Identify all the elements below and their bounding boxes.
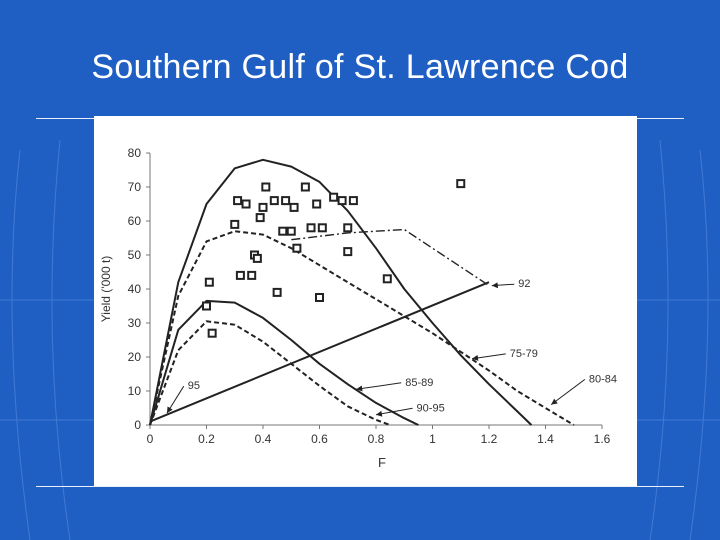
- x-tick-label: 0.4: [255, 432, 272, 446]
- data-point: [312, 199, 322, 209]
- data-point: [202, 301, 211, 311]
- y-tick-label: 30: [128, 316, 142, 330]
- slide-title: Southern Gulf of St. Lawrence Cod: [91, 48, 629, 86]
- footer-divider: [36, 486, 684, 487]
- data-point: [258, 202, 268, 212]
- y-axis-label: Yield ('000 t): [99, 256, 113, 323]
- annotation-label: 90-95: [417, 402, 445, 414]
- y-tick-label: 80: [128, 146, 142, 160]
- data-point: [278, 226, 288, 236]
- data-point: [252, 253, 262, 263]
- x-tick-label: 0.2: [198, 432, 215, 446]
- data-point: [233, 196, 243, 206]
- y-tick-label: 60: [128, 214, 142, 228]
- y-tick-label: 20: [128, 350, 142, 364]
- data-point: [329, 192, 339, 202]
- data-point: [289, 202, 299, 212]
- data-point: [269, 196, 279, 206]
- data-point: [204, 277, 214, 287]
- data-point: [230, 219, 240, 229]
- data-point: [337, 196, 347, 206]
- annotation-arrow: [375, 407, 413, 417]
- y-tick-label: 70: [128, 180, 142, 194]
- annotation-label: 80-84: [589, 373, 617, 385]
- data-point: [292, 243, 302, 253]
- data-point: [261, 182, 271, 192]
- chart-panel: 95 85-89 90-95 75-79 80-84 92 0 0.2 0.4 0.6 0.8 1 1…: [94, 116, 637, 486]
- x-tick-label: 1.4: [537, 432, 554, 446]
- annotation-arrow: [471, 353, 506, 361]
- data-point: [255, 213, 265, 223]
- data-point: [207, 328, 217, 338]
- annotation-arrow: [491, 282, 515, 289]
- data-point: [382, 274, 392, 284]
- data-point: [343, 247, 353, 257]
- y-tick-label: 0: [134, 418, 141, 432]
- x-axis-label: F: [378, 455, 386, 470]
- annotation-label: 92: [518, 278, 530, 290]
- y-tick-label: 10: [128, 384, 142, 398]
- data-point: [306, 223, 316, 233]
- annotation-label: 85-89: [405, 377, 433, 389]
- series-line-75-79: [149, 158, 533, 426]
- data-point: [343, 223, 353, 233]
- data-point: [241, 199, 251, 209]
- series-line-90-95: [149, 320, 391, 426]
- data-point: [315, 293, 324, 302]
- x-tick-label: 1.2: [481, 432, 498, 446]
- x-tick-label: 1.6: [594, 432, 611, 446]
- data-point: [456, 179, 466, 189]
- data-point: [235, 270, 245, 280]
- y-tick-label: 40: [128, 282, 142, 296]
- yield-chart: 95 85-89 90-95 75-79 80-84 92 0 0.2 0.4 0.6 0.8 1 1…: [99, 146, 617, 470]
- data-point: [281, 196, 291, 206]
- data-point: [300, 182, 310, 192]
- y-tick-label: 50: [128, 248, 142, 262]
- data-point: [348, 196, 358, 206]
- annotation-label: 75-79: [510, 348, 538, 360]
- annotation-label: 95: [188, 380, 200, 392]
- annotation-arrow: [550, 378, 586, 406]
- data-point: [272, 287, 282, 297]
- x-tick-label: 0: [147, 432, 154, 446]
- x-tick-label: 0.8: [368, 432, 385, 446]
- series-line-92: [291, 228, 490, 287]
- series-line-80-84: [149, 230, 575, 426]
- annotation-arrow: [166, 385, 185, 414]
- x-tick-label: 1: [429, 432, 436, 446]
- annotation-arrow: [356, 382, 402, 392]
- series-line-85-89: [149, 299, 419, 426]
- x-tick-label: 0.6: [311, 432, 328, 446]
- data-point: [247, 270, 257, 280]
- series-line-95: [149, 281, 490, 423]
- data-point: [317, 223, 327, 233]
- data-point: [286, 226, 296, 236]
